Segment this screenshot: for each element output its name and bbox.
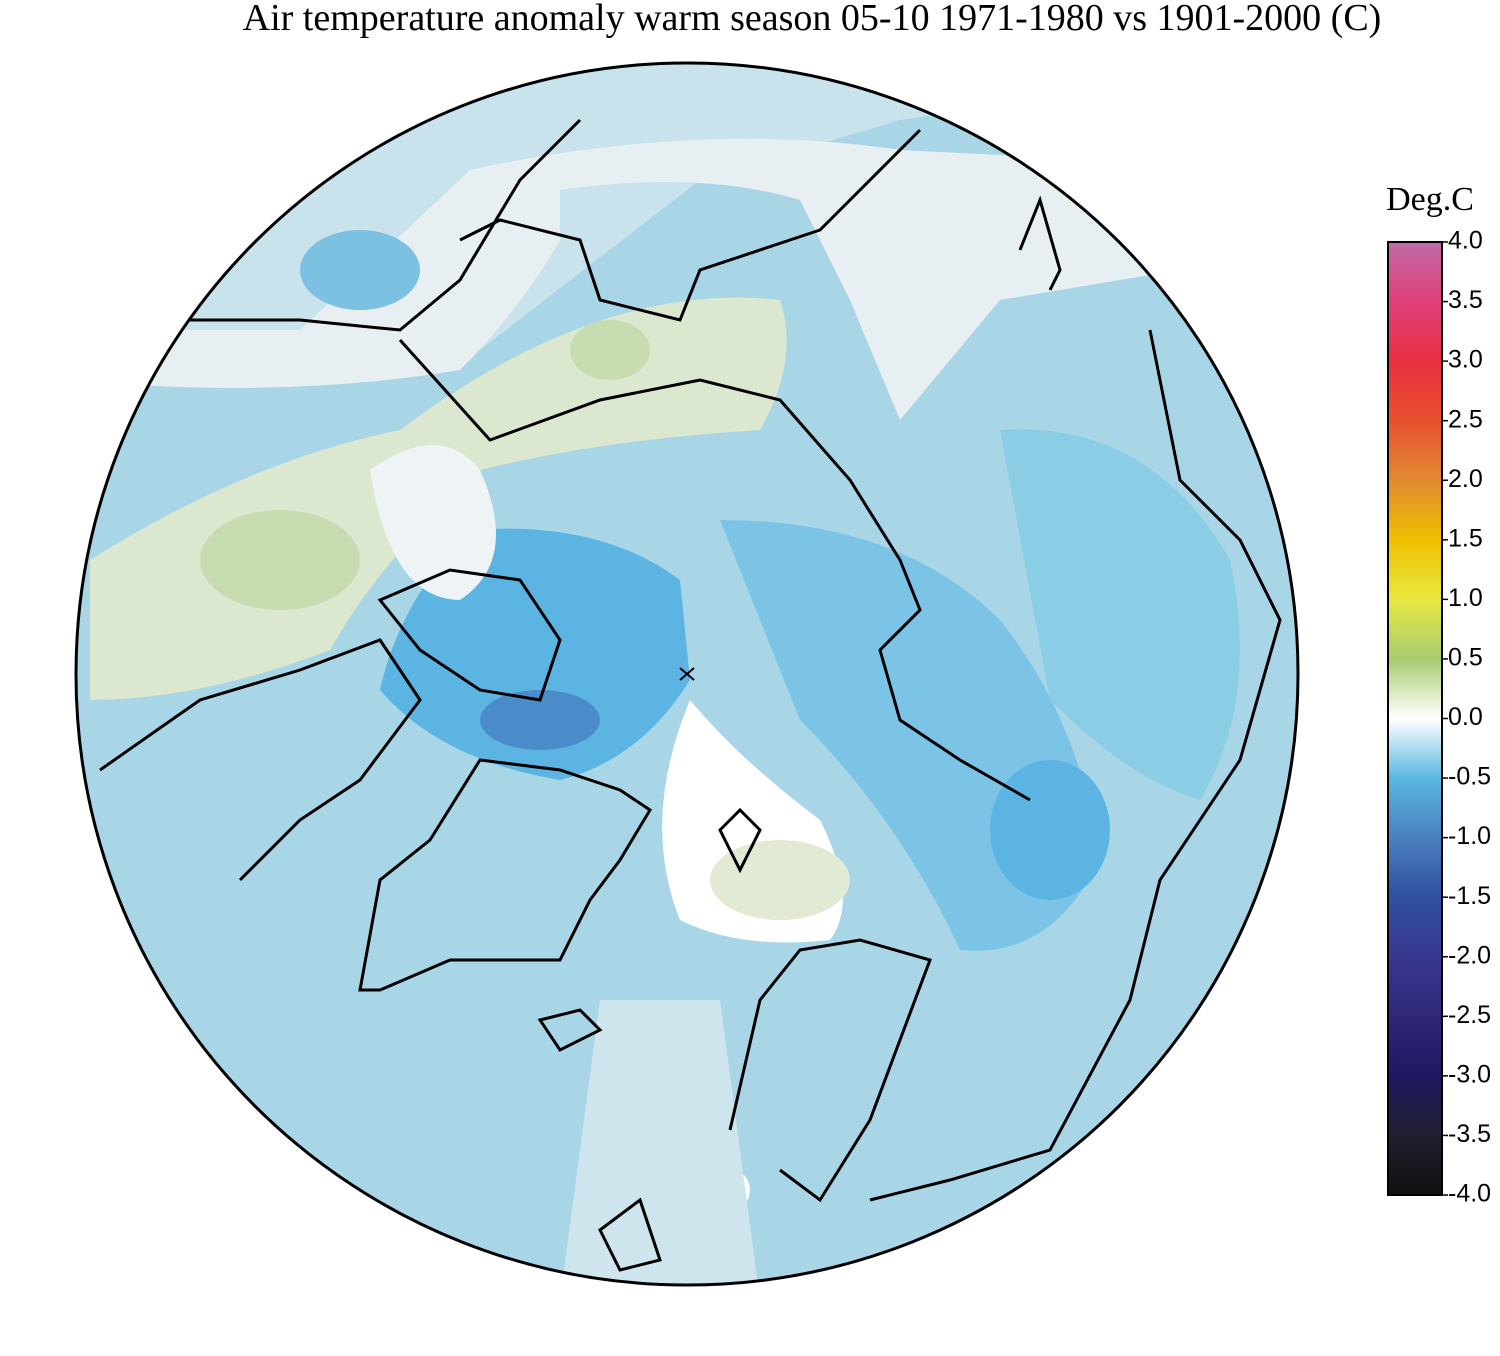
colorbar-tick-label: 3.0 [1448,346,1483,374]
map [76,63,1298,1285]
colorbar-tick-label: -2.5 [1448,1001,1491,1029]
colorbar-tick-label: 1.5 [1448,524,1483,552]
colorbar-tick-label: -1.5 [1448,882,1491,910]
colorbar-tick-label: -2.0 [1448,941,1491,969]
colorbar-tick-label: -1.0 [1448,822,1491,850]
colorbar-tick-label: 2.5 [1448,405,1483,433]
colorbar-tick-label: 2.0 [1448,465,1483,493]
title: Air temperature anomaly warm season 05-1… [243,0,1382,39]
colorbar-tick-label: -3.5 [1448,1120,1491,1148]
colorbar-tick-label: -4.0 [1448,1180,1491,1208]
colorbar-tick-label: 0.0 [1448,703,1483,731]
colorbar-label: Deg.C [1386,181,1474,218]
colorbar-tick-label: -3.0 [1448,1060,1491,1088]
colorbar-tick-label: 1.0 [1448,584,1483,612]
map-border [74,61,1300,1287]
colorbar [1387,241,1443,1196]
colorbar-tick-label: -0.5 [1448,763,1491,791]
colorbar-tick-label: 0.5 [1448,644,1483,672]
colorbar-tick-label: 3.5 [1448,286,1483,314]
colorbar-tick-label: 4.0 [1448,227,1483,255]
